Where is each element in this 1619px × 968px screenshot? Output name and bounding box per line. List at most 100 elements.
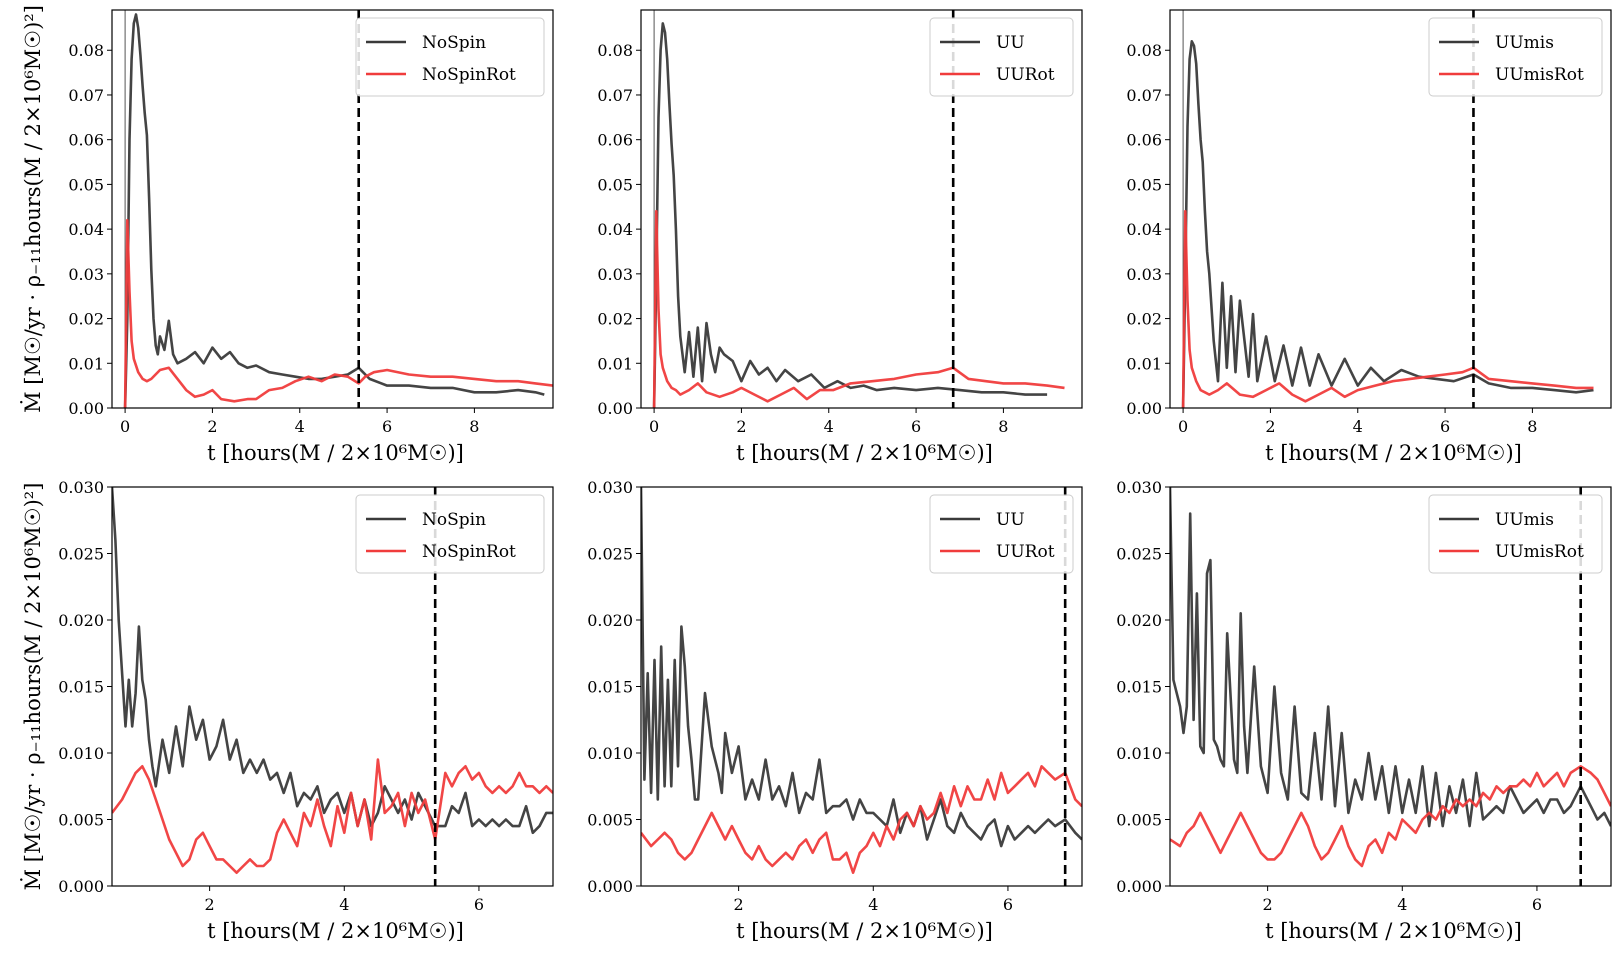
- legend: UU UURot: [929, 17, 1074, 97]
- y-tick-label: 0.010: [58, 744, 104, 763]
- y-tick-label: 0.025: [587, 545, 633, 564]
- y-tick-label: 0.08: [68, 41, 104, 60]
- y-tick-label: 0.03: [68, 265, 104, 284]
- legend-entry-UURot: UURot: [996, 542, 1055, 562]
- legend-box: [355, 494, 545, 574]
- y-tick-label: 0.05: [1126, 175, 1162, 194]
- y-tick-label: 0.000: [58, 877, 104, 896]
- x-tick-label: 6: [474, 895, 484, 914]
- legend-box: [1428, 494, 1603, 574]
- legend-entry-NoSpinRot: NoSpinRot: [422, 65, 516, 85]
- legend-box: [1428, 17, 1603, 97]
- legend-entry-UU: UU: [996, 510, 1025, 530]
- y-tick-label: 0.005: [587, 811, 633, 830]
- y-tick-label: 0.010: [1116, 744, 1162, 763]
- y-tick-label: 0.02: [68, 310, 104, 329]
- axes-frame: [111, 9, 554, 409]
- y-tick-label: 0.02: [1126, 310, 1162, 329]
- legend-box: [355, 17, 545, 97]
- x-tick-label: 6: [1532, 895, 1542, 914]
- y-tick-label: 0.020: [587, 611, 633, 630]
- x-axis-label: t [hours(M / 2×10⁶M☉)]: [207, 441, 464, 465]
- y-axis-label: Ṁ [M☉/yr · ρ₋₁₁hours(M / 2×10⁶M☉)²]: [21, 5, 45, 413]
- x-tick-label: 2: [734, 895, 744, 914]
- y-tick-label: 0.015: [587, 678, 633, 697]
- x-tick-label: 4: [1353, 417, 1363, 436]
- legend: UUmis UUmisRot: [1428, 17, 1603, 97]
- y-tick-label: 0.01: [68, 354, 104, 373]
- x-axis-label: t [hours(M / 2×10⁶M☉)]: [207, 919, 464, 943]
- x-tick-label: 0: [1178, 417, 1188, 436]
- legend-entry-UU: UU: [996, 33, 1025, 53]
- y-tick-label: 0.00: [68, 399, 104, 418]
- legend: NoSpin NoSpinRot: [355, 494, 545, 574]
- y-tick-label: 0.000: [1116, 877, 1162, 896]
- y-tick-label: 0.020: [58, 611, 104, 630]
- series-line-UUmisRot: [1170, 764, 1611, 868]
- series-line-UUmis: [1181, 39, 1594, 408]
- y-tick-label: 0.015: [58, 678, 104, 697]
- y-axis-label: Ṁ [M☉/yr · ρ₋₁₁hours(M / 2×10⁶M☉)²]: [21, 483, 45, 891]
- y-tick-label: 0.00: [597, 399, 633, 418]
- y-tick-label: 0.06: [68, 131, 104, 150]
- y-tick-label: 0.030: [587, 478, 633, 497]
- x-tick-label: 0: [120, 417, 130, 436]
- series-line-UUmis: [1170, 487, 1611, 828]
- x-tick-label: 4: [824, 417, 834, 436]
- legend-box: [929, 17, 1074, 97]
- y-tick-label: 0.08: [1126, 41, 1162, 60]
- x-axis-label: t [hours(M / 2×10⁶M☉)]: [736, 919, 993, 943]
- y-tick-label: 0.05: [597, 175, 633, 194]
- x-tick-label: 6: [1440, 417, 1450, 436]
- series-line-UUmisRot: [1181, 209, 1594, 408]
- x-tick-label: 2: [1263, 895, 1273, 914]
- legend-entry-NoSpin: NoSpin: [422, 510, 486, 530]
- y-tick-label: 0.04: [68, 220, 104, 239]
- y-tick-label: 0.03: [597, 265, 633, 284]
- y-tick-label: 0.020: [1116, 611, 1162, 630]
- legend-entry-NoSpin: NoSpin: [422, 33, 486, 53]
- panel-bottom-right: 2 4 6 0.000 0.005 0.010 0.015 0.020 0.025 0.030 t …: [1116, 478, 1612, 943]
- series-line-NoSpinRot: [112, 758, 553, 875]
- y-tick-label: 0.025: [58, 545, 104, 564]
- panel-bottom-middle: 2 4 6 0.000 0.005 0.010 0.015 0.020 0.025 0.030 t …: [587, 478, 1083, 943]
- x-tick-label: 6: [1003, 895, 1013, 914]
- y-tick-label: 0.030: [58, 478, 104, 497]
- x-tick-label: 6: [382, 417, 392, 436]
- x-axis-label: t [hours(M / 2×10⁶M☉)]: [1265, 919, 1522, 943]
- y-tick-label: 0.06: [1126, 131, 1162, 150]
- y-tick-label: 0.08: [597, 41, 633, 60]
- axes-frame: [640, 9, 1083, 409]
- legend: NoSpin NoSpinRot: [355, 17, 545, 97]
- legend-entry-NoSpinRot: NoSpinRot: [422, 542, 516, 562]
- legend-entry-UURot: UURot: [996, 65, 1055, 85]
- legend-entry-UUmis: UUmis: [1495, 33, 1554, 53]
- y-tick-label: 0.07: [1126, 86, 1162, 105]
- x-tick-label: 4: [1397, 895, 1407, 914]
- panel-top-left: 0 2 4 6 8 0.00 0.01 0.02 0.03 0.04 0.05 0.06 0.07 0.0…: [21, 5, 554, 465]
- y-tick-label: 0.07: [597, 86, 633, 105]
- y-tick-label: 0.01: [1126, 354, 1162, 373]
- series-line-UU: [641, 487, 1082, 848]
- x-tick-label: 4: [868, 895, 878, 914]
- y-tick-label: 0.005: [1116, 811, 1162, 830]
- x-tick-label: 4: [295, 417, 305, 436]
- x-tick-label: 0: [649, 417, 659, 436]
- y-tick-label: 0.030: [1116, 478, 1162, 497]
- series-line-UURot: [652, 209, 1065, 408]
- legend-entry-UUmisRot: UUmisRot: [1495, 542, 1584, 562]
- legend-box: [929, 494, 1074, 574]
- y-tick-label: 0.010: [587, 744, 633, 763]
- y-tick-label: 0.06: [597, 131, 633, 150]
- y-tick-label: 0.000: [587, 877, 633, 896]
- y-tick-label: 0.015: [1116, 678, 1162, 697]
- x-tick-label: 2: [207, 417, 217, 436]
- panel-bottom-left: 2 4 6 0.000 0.005 0.010 0.015 0.020 0.025 0.030 t …: [21, 478, 554, 943]
- x-tick-label: 2: [205, 895, 215, 914]
- series-line-UU: [652, 22, 1048, 408]
- y-tick-label: 0.05: [68, 175, 104, 194]
- series-line-NoSpin: [123, 13, 545, 408]
- y-tick-label: 0.005: [58, 811, 104, 830]
- y-tick-label: 0.02: [597, 310, 633, 329]
